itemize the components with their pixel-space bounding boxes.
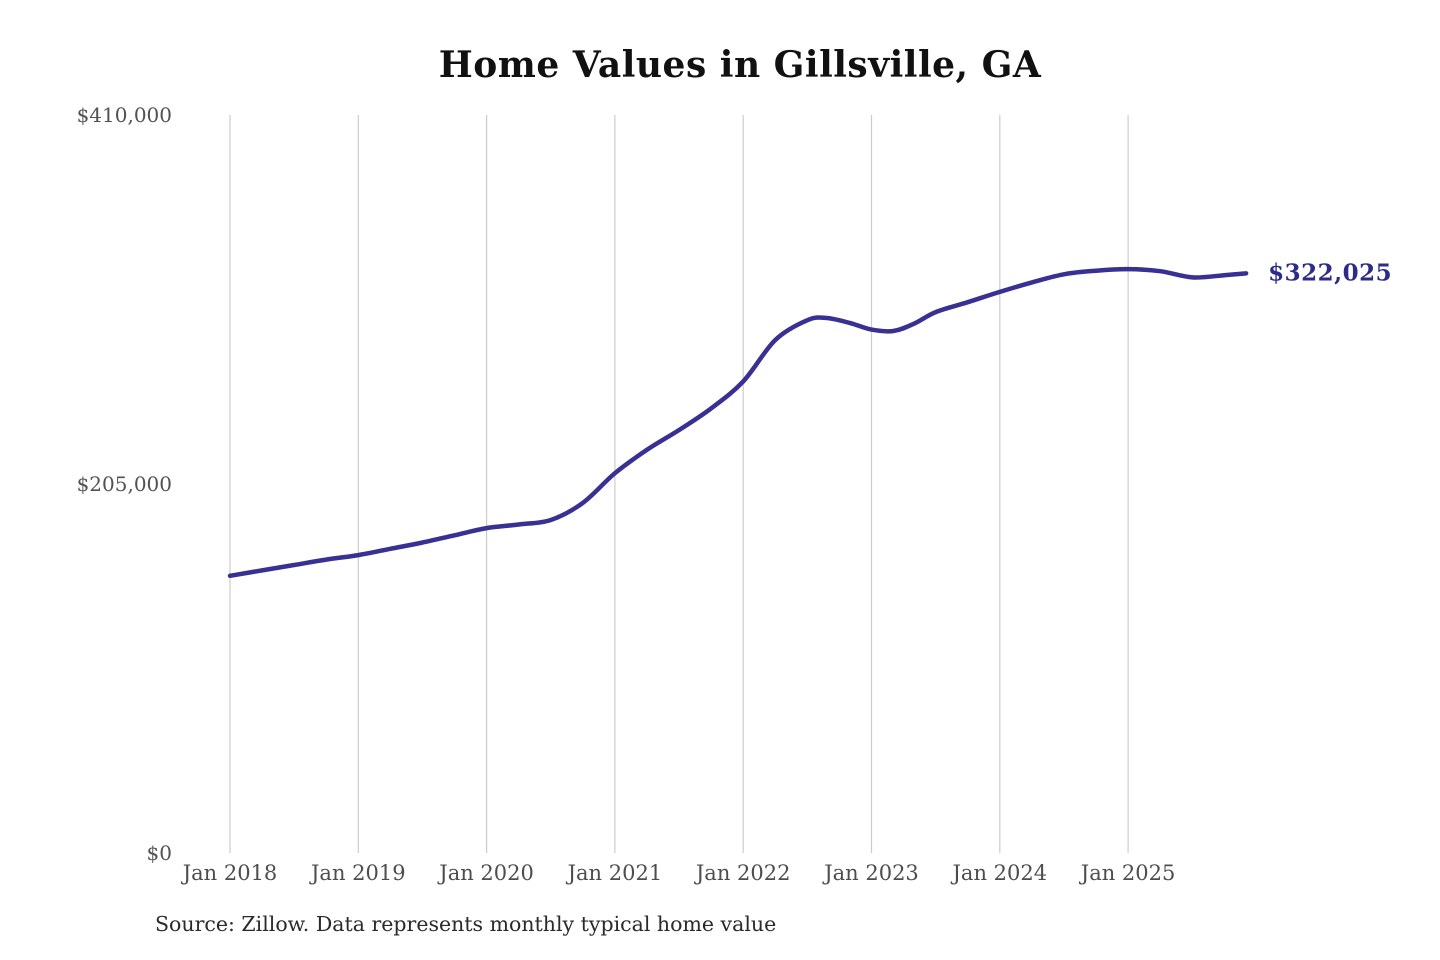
x-axis-tick-label: Jan 2025	[1079, 861, 1176, 885]
y-axis-tick-label: $0	[147, 841, 172, 865]
x-axis-tick-label: Jan 2020	[437, 861, 534, 885]
final-value-label: $322,025	[1268, 259, 1393, 287]
y-axis-tick-label: $410,000	[77, 103, 172, 127]
x-axis-tick-label: Jan 2022	[694, 861, 791, 885]
x-axis-tick-label: Jan 2018	[181, 861, 278, 885]
source-note: Source: Zillow. Data represents monthly …	[155, 912, 777, 936]
x-axis-tick-label: Jan 2021	[566, 861, 663, 885]
y-axis-tick-label: $205,000	[77, 472, 172, 496]
x-axis-tick-label: Jan 2024	[951, 861, 1048, 885]
x-axis-tick-label: Jan 2019	[309, 861, 406, 885]
x-axis-tick-label: Jan 2023	[822, 861, 919, 885]
chart-title: Home Values in Gillsville, GA	[438, 44, 1042, 86]
home-value-series-line	[227, 266, 1249, 579]
